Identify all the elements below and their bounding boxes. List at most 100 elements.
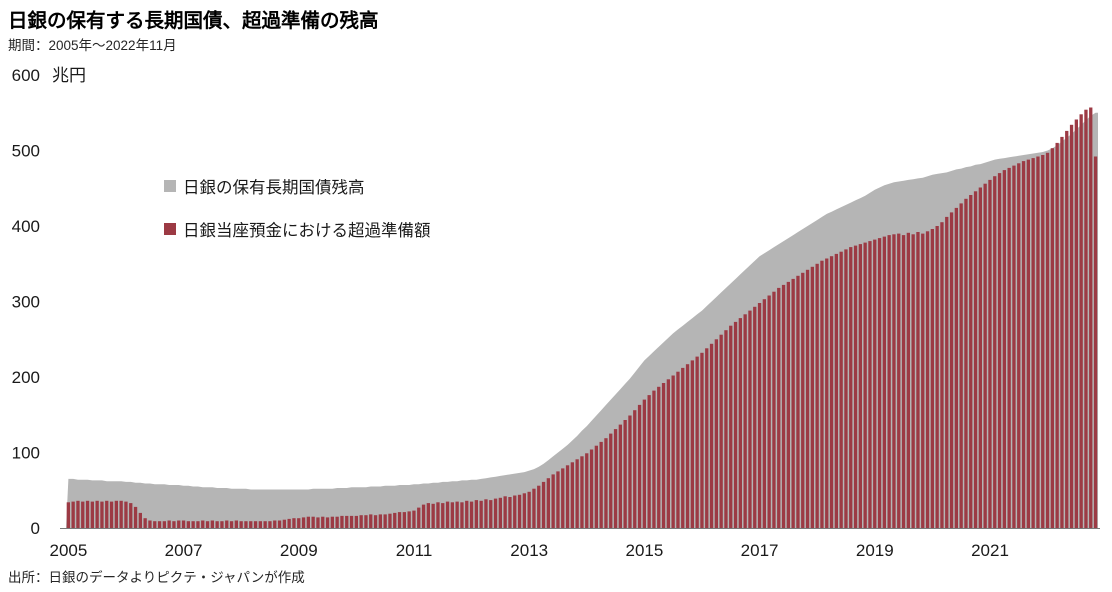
- bar-excess-reserves: [157, 521, 162, 528]
- bar-excess-reserves: [119, 500, 123, 528]
- bar-excess-reserves: [815, 263, 819, 529]
- bar-excess-reserves: [796, 275, 800, 528]
- bar-excess-reserves: [988, 179, 992, 528]
- bar-excess-reserves: [306, 516, 310, 528]
- bar-excess-reserves: [76, 500, 80, 528]
- bar-excess-reserves: [897, 233, 901, 528]
- bar-excess-reserves: [388, 513, 392, 528]
- bar-excess-reserves: [781, 284, 786, 528]
- bar-excess-reserves: [1026, 159, 1030, 528]
- bar-excess-reserves: [873, 239, 877, 528]
- bar-excess-reserves: [229, 521, 234, 528]
- y-axis-label: 100: [12, 444, 40, 463]
- bar-excess-reserves: [1065, 130, 1069, 528]
- bar-excess-reserves: [273, 520, 277, 528]
- bar-excess-reserves: [700, 352, 704, 528]
- bar-excess-reserves: [729, 325, 733, 528]
- bar-excess-reserves: [474, 500, 478, 528]
- bar-excess-reserves: [959, 203, 963, 528]
- x-axis-label: 2015: [625, 541, 663, 560]
- bar-excess-reserves: [268, 521, 272, 528]
- chart-subtitle: 期間：2005年～2022年11月: [8, 38, 177, 53]
- bar-excess-reserves: [316, 517, 320, 528]
- bar-excess-reserves: [393, 512, 397, 528]
- bar-excess-reserves: [676, 371, 680, 528]
- bar-excess-reserves: [325, 517, 330, 528]
- bar-excess-reserves: [493, 498, 498, 528]
- bar-excess-reserves: [359, 515, 363, 528]
- bar-excess-reserves: [450, 502, 454, 528]
- x-axis-label: 2007: [165, 541, 203, 560]
- bar-excess-reserves: [340, 515, 344, 528]
- bar-excess-reserves: [762, 299, 766, 528]
- bar-excess-reserves: [709, 343, 714, 528]
- bar-excess-reserves: [964, 198, 968, 529]
- bar-excess-reserves: [138, 512, 142, 528]
- bar-excess-reserves: [330, 516, 334, 528]
- bar-excess-reserves: [71, 501, 75, 528]
- bar-excess-reserves: [767, 295, 771, 528]
- bar-excess-reserves: [421, 504, 426, 528]
- bar-excess-reserves: [921, 233, 925, 528]
- bar-excess-reserves: [637, 404, 642, 528]
- legend-swatch-red: [164, 223, 176, 235]
- bar-excess-reserves: [757, 303, 762, 528]
- bar-excess-reserves: [191, 521, 195, 528]
- bar-excess-reserves: [498, 497, 502, 528]
- bar-excess-reserves: [623, 420, 627, 528]
- bar-excess-reserves: [978, 187, 982, 528]
- bar-excess-reserves: [445, 501, 450, 528]
- bar-excess-reserves: [642, 399, 646, 528]
- bar-excess-reserves: [1089, 107, 1093, 528]
- bar-excess-reserves: [85, 500, 90, 528]
- bar-excess-reserves: [292, 518, 296, 528]
- bar-excess-reserves: [364, 515, 368, 528]
- bar-excess-reserves: [1069, 124, 1074, 529]
- bar-excess-reserves: [513, 495, 517, 528]
- bar-excess-reserves: [613, 429, 618, 528]
- bar-excess-reserves: [215, 521, 219, 528]
- bar-excess-reserves: [719, 334, 723, 528]
- bar-excess-reserves: [801, 272, 805, 528]
- bar-excess-reserves: [311, 516, 315, 528]
- bar-excess-reserves: [479, 500, 483, 528]
- bar-excess-reserves: [541, 481, 546, 528]
- legend-label-jgb-holdings: 日銀の保有長期国債残高: [183, 179, 365, 197]
- bar-excess-reserves: [1079, 114, 1083, 529]
- source-note: 出所：日銀のデータよりピクテ・ジャパンが作成: [8, 570, 305, 585]
- bar-excess-reserves: [945, 216, 949, 528]
- bar-excess-reserves: [465, 500, 469, 528]
- bar-excess-reserves: [95, 500, 99, 528]
- bar-excess-reserves: [825, 258, 829, 528]
- bar-excess-reserves: [297, 518, 301, 528]
- bar-excess-reserves: [565, 465, 570, 528]
- bar-excess-reserves: [455, 501, 459, 528]
- bar-excess-reserves: [431, 503, 435, 528]
- bar-excess-reserves: [609, 433, 613, 528]
- bar-excess-reserves: [441, 503, 445, 528]
- bar-excess-reserves: [546, 478, 550, 528]
- bar-excess-reserves: [820, 260, 824, 528]
- bar-excess-reserves: [66, 502, 70, 528]
- bar-excess-reserves: [1007, 167, 1011, 528]
- bar-excess-reserves: [685, 364, 690, 528]
- bar-excess-reserves: [997, 173, 1002, 528]
- bar-excess-reserves: [690, 360, 694, 528]
- bar-excess-reserves: [287, 518, 291, 528]
- y-axis-unit-label: 兆円: [52, 66, 86, 85]
- bar-excess-reserves: [829, 256, 834, 528]
- bar-excess-reserves: [983, 183, 987, 528]
- bar-excess-reserves: [1050, 148, 1054, 528]
- bar-excess-reserves: [743, 314, 747, 528]
- bar-excess-reserves: [585, 453, 589, 528]
- bar-excess-reserves: [196, 521, 200, 528]
- bar-excess-reserves: [105, 500, 109, 528]
- bar-excess-reserves: [537, 485, 541, 528]
- bar-excess-reserves: [345, 515, 349, 528]
- bar-excess-reserves: [402, 512, 406, 528]
- chart-title: 日銀の保有する長期国債、超過準備の残高: [8, 10, 379, 32]
- bar-excess-reserves: [373, 515, 378, 528]
- bar-excess-reserves: [1093, 156, 1098, 528]
- legend-label-excess-reserves: 日銀当座預金における超過準備額: [183, 222, 431, 240]
- bar-excess-reserves: [973, 191, 978, 529]
